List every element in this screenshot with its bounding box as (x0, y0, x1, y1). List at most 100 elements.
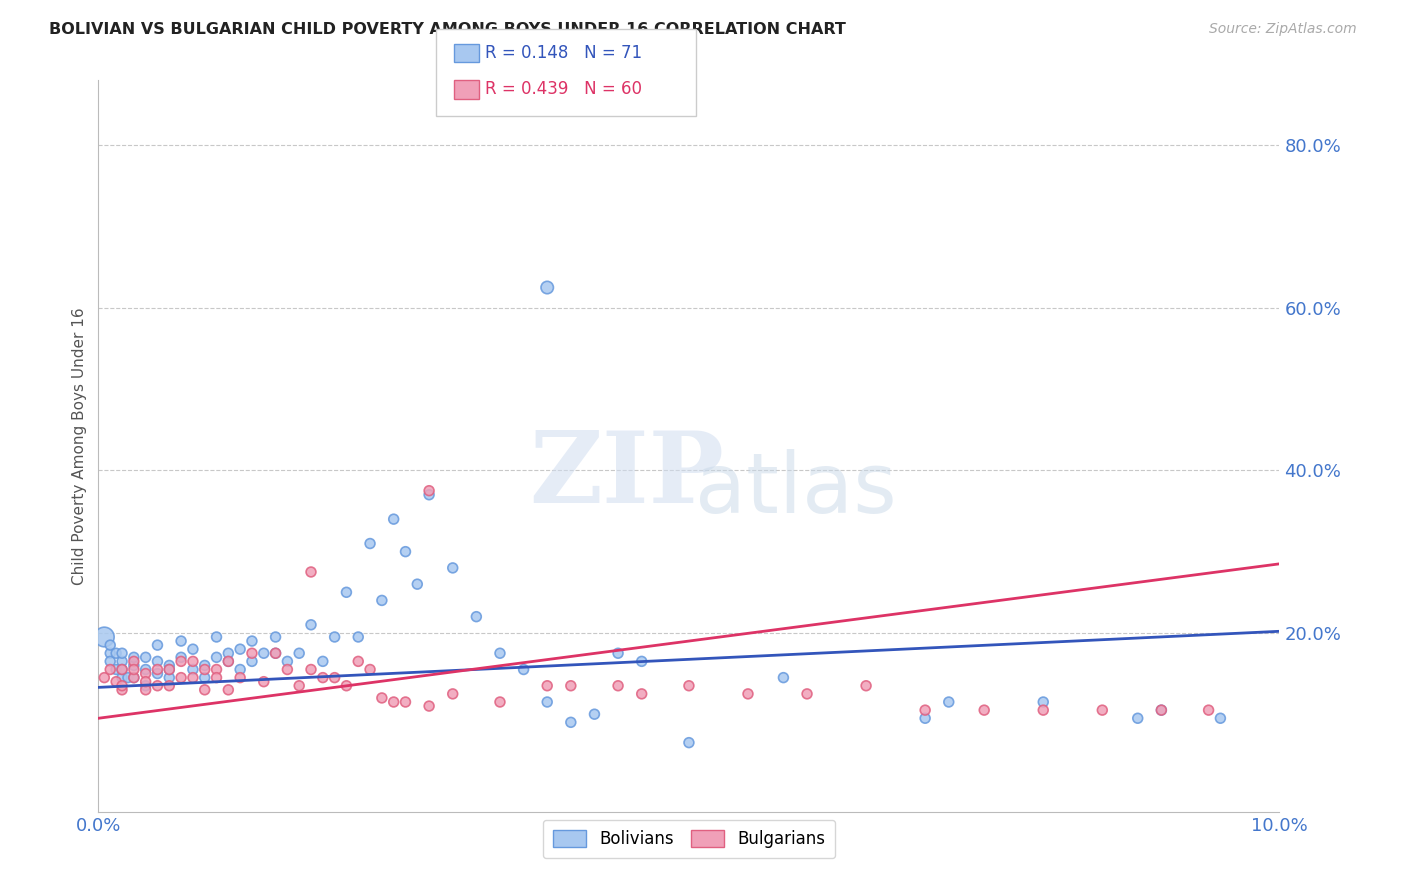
Point (630, 654, 652, 668)
Point (229, 642, 252, 657)
Point (737, 687, 759, 701)
Point (536, 280, 558, 294)
Point (135, 682, 157, 697)
Point (371, 593, 394, 607)
Point (122, 671, 145, 685)
Point (157, 671, 180, 685)
Point (359, 663, 381, 677)
Point (194, 671, 217, 685)
Point (105, 674, 128, 689)
Point (122, 650, 145, 665)
Text: BOLIVIAN VS BULGARIAN CHILD POVERTY AMONG BOYS UNDER 16 CORRELATION CHART: BOLIVIAN VS BULGARIAN CHILD POVERTY AMON… (49, 22, 846, 37)
Point (194, 658, 217, 673)
Point (205, 650, 228, 665)
Point (240, 646, 263, 660)
Point (288, 646, 311, 660)
Point (394, 544, 416, 558)
Point (276, 663, 298, 677)
Point (1126, 711, 1149, 725)
Point (98, 646, 121, 660)
Point (194, 682, 217, 697)
Point (323, 630, 346, 644)
Point (217, 654, 239, 668)
Point (122, 654, 145, 668)
Point (1091, 703, 1114, 717)
Point (382, 512, 405, 526)
Point (229, 671, 252, 685)
Point (394, 695, 416, 709)
Point (93, 630, 115, 644)
Point (122, 658, 145, 673)
Point (240, 634, 263, 648)
Point (1150, 703, 1173, 717)
Point (264, 646, 287, 660)
Point (441, 561, 464, 575)
Point (111, 682, 134, 697)
Point (489, 646, 512, 660)
Point (194, 663, 217, 677)
Point (359, 536, 381, 550)
Legend: Bolivians, Bulgarians: Bolivians, Bulgarians (543, 820, 835, 858)
Point (93, 671, 115, 685)
Point (217, 682, 239, 697)
Point (146, 654, 169, 668)
Point (323, 671, 346, 685)
Point (796, 687, 818, 701)
Point (105, 646, 128, 660)
Point (170, 650, 193, 665)
Point (418, 488, 440, 502)
Point (299, 565, 322, 579)
Point (157, 663, 180, 677)
Point (914, 711, 936, 725)
Point (1032, 703, 1054, 717)
Point (240, 654, 263, 668)
Point (170, 654, 193, 668)
Point (312, 671, 335, 685)
Point (630, 687, 652, 701)
Point (312, 654, 335, 668)
Point (135, 663, 157, 677)
Text: ZIP: ZIP (530, 426, 724, 524)
Point (299, 663, 322, 677)
Point (536, 679, 558, 693)
Text: atlas: atlas (695, 450, 897, 531)
Point (678, 736, 700, 750)
Point (105, 663, 128, 677)
Point (855, 679, 877, 693)
Point (146, 663, 169, 677)
Point (1198, 703, 1220, 717)
Point (276, 654, 298, 668)
Point (253, 646, 276, 660)
Point (111, 646, 134, 660)
Point (512, 663, 534, 677)
Point (406, 577, 429, 591)
Point (335, 585, 357, 599)
Point (170, 634, 193, 648)
Point (205, 663, 228, 677)
Point (205, 630, 228, 644)
Point (441, 687, 464, 701)
Point (465, 609, 488, 624)
Point (117, 671, 139, 685)
Point (111, 663, 134, 677)
Point (347, 630, 370, 644)
Point (181, 671, 204, 685)
Point (181, 654, 204, 668)
Point (98, 663, 121, 677)
Point (111, 671, 134, 685)
Point (560, 715, 582, 730)
Point (135, 650, 157, 665)
Point (111, 679, 134, 693)
Point (382, 695, 405, 709)
Point (418, 699, 440, 714)
Point (146, 666, 169, 681)
Point (1150, 703, 1173, 717)
Point (157, 658, 180, 673)
Point (205, 671, 228, 685)
Point (122, 663, 145, 677)
Point (536, 695, 558, 709)
Point (418, 483, 440, 498)
Point (157, 679, 180, 693)
Point (146, 679, 169, 693)
Point (217, 654, 239, 668)
